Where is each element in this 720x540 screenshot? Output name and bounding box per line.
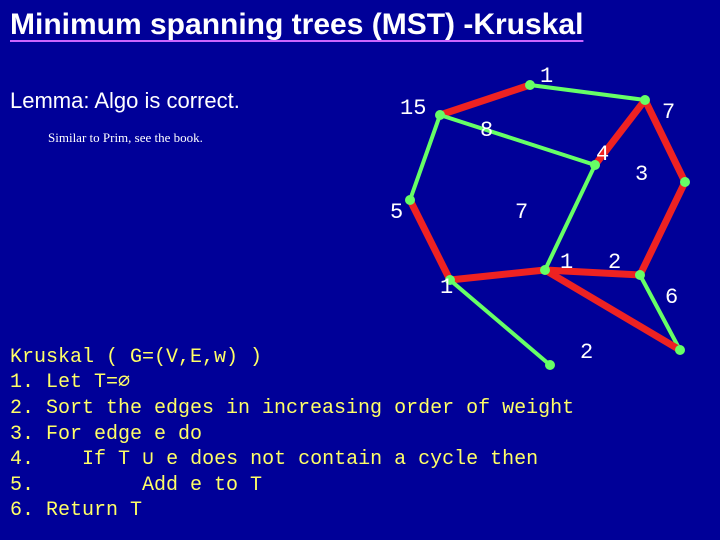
edge-weight: 3 (635, 162, 648, 187)
lemma-text: Lemma: Algo is correct. (10, 88, 240, 114)
graph-node (405, 195, 415, 205)
edge-weight: 2 (608, 250, 621, 275)
pseudocode-block: Kruskal ( G=(V,E,w) ) 1. Let T=∅ 2. Sort… (10, 345, 710, 524)
edge-weight: 7 (662, 100, 675, 125)
edge-weight: 6 (665, 285, 678, 310)
edge (640, 182, 685, 275)
code-line-2: 1. Let T=∅ (10, 371, 130, 394)
graph-diagram: 17158432571162 (380, 70, 710, 370)
graph-node (640, 95, 650, 105)
edge-weight: 1 (560, 250, 573, 275)
edge (450, 270, 545, 280)
edge-weight: 4 (596, 142, 609, 167)
edge (410, 115, 440, 200)
edge-weight: 5 (390, 200, 403, 225)
code-line-1: Kruskal ( G=(V,E,w) ) (10, 346, 262, 369)
code-line-3: 2. Sort the edges in increasing order of… (10, 397, 574, 420)
edge-weight: 15 (400, 96, 426, 121)
edge-weight: 1 (540, 64, 553, 89)
graph-node (680, 177, 690, 187)
edge (440, 85, 530, 115)
edge-weight: 1 (440, 275, 453, 300)
code-line-5: 4. If T ∪ e does not contain a cycle the… (10, 448, 538, 471)
graph-edges (380, 70, 710, 370)
graph-node (525, 80, 535, 90)
edge-weight: 8 (480, 118, 493, 143)
code-line-6: 5. Add e to T (10, 474, 262, 497)
graph-node (540, 265, 550, 275)
edge (440, 115, 595, 165)
edge (410, 200, 450, 280)
code-line-4: 3. For edge e do (10, 423, 202, 446)
graph-node (635, 270, 645, 280)
page-title: Minimum spanning trees (MST) -Kruskal (10, 8, 583, 42)
graph-node (435, 110, 445, 120)
handwritten-note: Similar to Prim, see the book. (48, 130, 203, 146)
code-line-7: 6. Return T (10, 499, 142, 522)
edge-weight: 7 (515, 200, 528, 225)
